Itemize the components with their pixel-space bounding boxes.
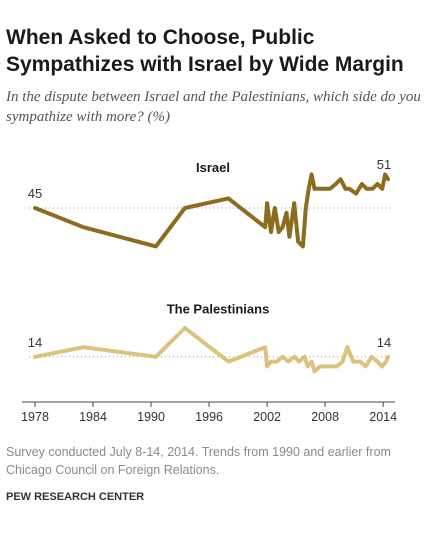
- x-tick-label: 2002: [253, 410, 281, 424]
- series-label-palestinians: The Palestinians: [167, 302, 270, 317]
- x-tick-label: 1996: [195, 410, 223, 424]
- x-tick-label: 1990: [137, 410, 165, 424]
- series-line-palestinians: [33, 326, 390, 374]
- x-tick-label: 1978: [21, 410, 49, 424]
- label-layer: Israel 45 51 The Palestinians 14 14: [28, 157, 391, 350]
- data-label-israel-end: 51: [377, 157, 391, 172]
- series-layer: [33, 172, 390, 374]
- x-tick-label: 2014: [369, 410, 397, 424]
- survey-note: Survey conducted July 8-14, 2014. Trends…: [6, 445, 391, 477]
- chart-title: When Asked to Choose, Public Sympathizes…: [6, 26, 404, 76]
- series-line-israel: [33, 172, 390, 249]
- grid-layer: [29, 207, 392, 358]
- data-label-israel-start: 45: [28, 186, 42, 201]
- series-label-israel: Israel: [196, 160, 230, 175]
- data-label-palestinians-start: 14: [28, 335, 42, 350]
- x-tick-label: 1984: [79, 410, 107, 424]
- data-label-palestinians-end: 14: [377, 335, 391, 350]
- chart-subtitle: In the dispute between Israel and the Pa…: [6, 89, 421, 125]
- x-tick-label: 2008: [311, 410, 339, 424]
- x-axis: 1978 1984 1990 1996 2002 2008 2014: [21, 401, 397, 424]
- source-credit: PEW RESEARCH CENTER: [6, 491, 145, 503]
